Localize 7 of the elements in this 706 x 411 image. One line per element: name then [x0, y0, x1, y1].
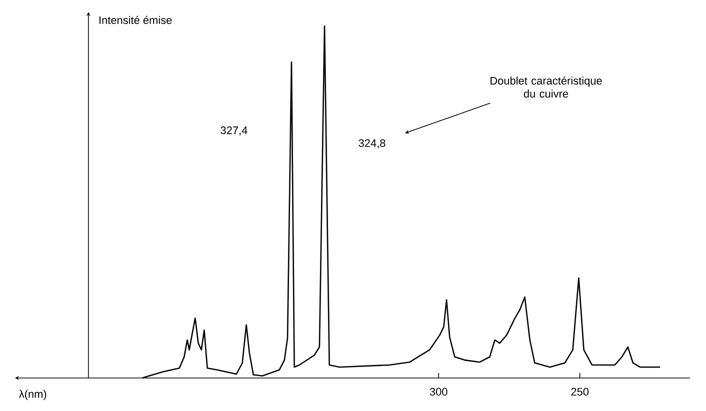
x-tick-label: 300	[430, 388, 448, 396]
x-tick-label: 250	[571, 388, 589, 396]
y-axis-title: Intensité émise	[100, 16, 172, 24]
annotation: 327,4	[220, 126, 248, 136]
x-axis-title: λ(nm)	[18, 390, 46, 400]
annotation: 324,8	[358, 139, 386, 148]
annotation: Doublet caractéristique du cuivre	[490, 76, 602, 98]
